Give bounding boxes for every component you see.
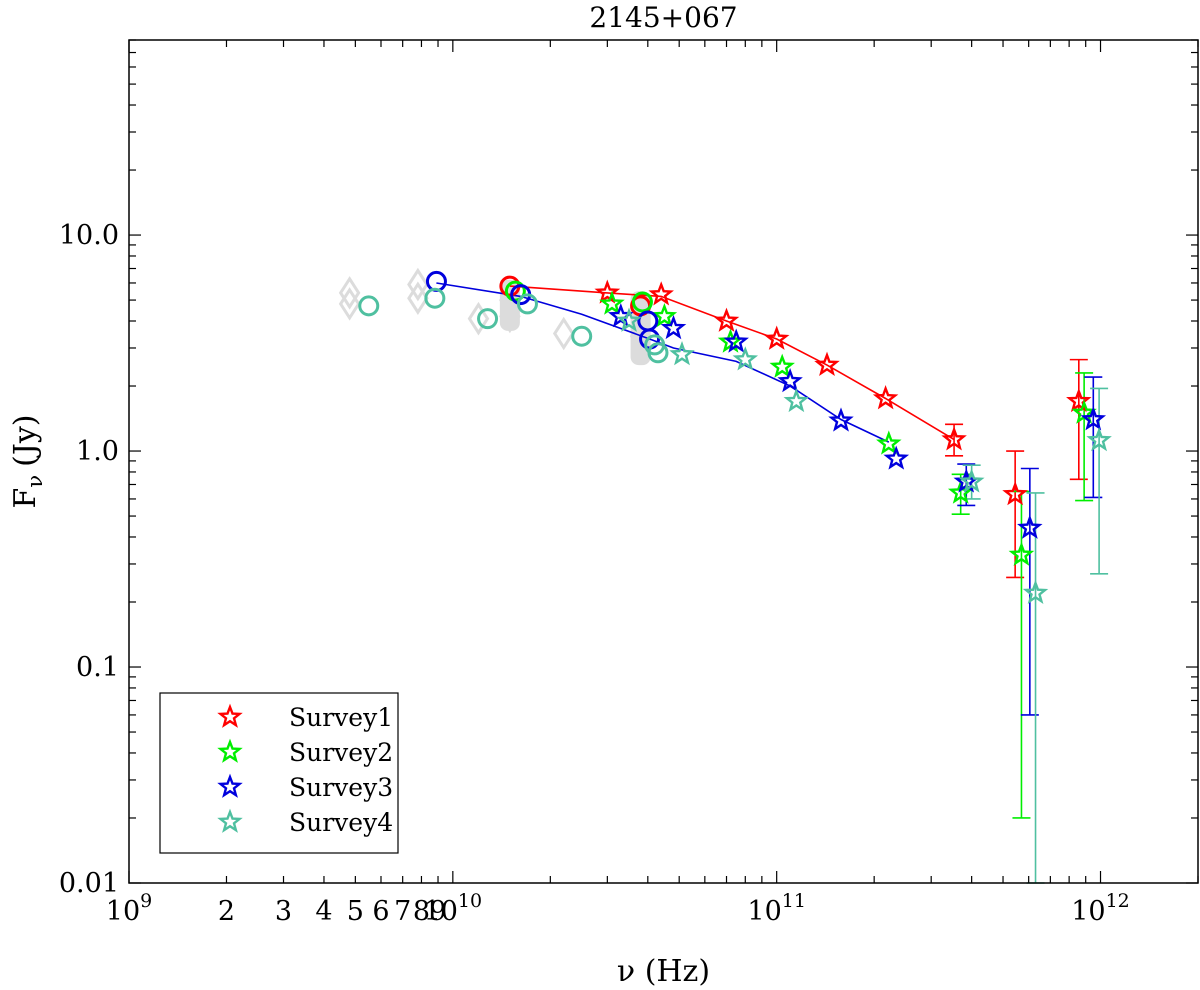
star-marker xyxy=(958,468,985,493)
background-diamond xyxy=(467,301,490,336)
legend-box xyxy=(159,692,399,854)
y-tick-label: 10.0 xyxy=(59,220,119,251)
circle-marker xyxy=(571,325,593,347)
circle-marker xyxy=(631,291,653,313)
x-minor-tick-label: 6 xyxy=(372,896,389,927)
star-marker xyxy=(876,430,902,455)
background-diamond xyxy=(499,299,521,334)
y-axis-label-main: F xyxy=(8,488,43,509)
background-diamond xyxy=(407,281,429,315)
y-tick-label: 1.0 xyxy=(76,436,119,467)
star-marker xyxy=(648,281,674,306)
legend-label: Survey3 xyxy=(289,773,393,802)
star-marker xyxy=(660,314,687,340)
legend: Survey1 Survey2 Survey3 Survey4 xyxy=(159,692,399,854)
star-marker xyxy=(669,341,695,366)
star-marker xyxy=(713,307,740,332)
star-marker xyxy=(1002,480,1028,506)
y-axis-label: Fν (Jy) xyxy=(8,415,47,509)
y-axis-label-sub: ν xyxy=(23,475,47,488)
data-markers xyxy=(358,270,1112,604)
legend-marker xyxy=(217,808,243,833)
x-tick-label: 109 xyxy=(106,890,152,927)
star-marker xyxy=(828,407,854,432)
circle-marker xyxy=(425,270,447,292)
background-diamond xyxy=(407,267,429,302)
circle-marker xyxy=(424,287,446,309)
legend-label: Survey1 xyxy=(289,703,393,732)
star-marker xyxy=(814,351,840,376)
series-lines xyxy=(436,282,955,443)
star-marker xyxy=(769,353,795,378)
x-tick-label: 1012 xyxy=(1071,890,1130,927)
star-marker xyxy=(777,367,803,393)
x-minor-tick-label: 9 xyxy=(429,896,446,927)
legend-marker xyxy=(217,738,243,763)
x-minor-tick-label: 5 xyxy=(347,896,364,927)
star-marker xyxy=(1022,579,1049,604)
axis-ticks: 2 3 4 5 6 7 8 9 109 1010 1011 1012 0.01 0.1 1.0 10.0 xyxy=(59,39,1199,927)
y-axis-label-unit: (Jy) xyxy=(8,415,43,467)
star-marker xyxy=(941,426,967,451)
star-marker xyxy=(872,385,899,410)
star-marker xyxy=(783,387,810,413)
star-marker xyxy=(723,328,749,353)
legend-marker xyxy=(217,703,243,728)
error-bars xyxy=(945,358,1109,884)
star-marker xyxy=(651,302,678,328)
circle-marker xyxy=(647,342,669,364)
star-marker xyxy=(594,279,621,304)
background-diamond xyxy=(338,276,361,310)
circle-marker xyxy=(516,293,538,315)
star-marker xyxy=(883,445,910,470)
x-axis-label: ν (Hz) xyxy=(617,954,710,989)
star-marker xyxy=(1066,387,1092,413)
x-minor-tick-label: 8 xyxy=(413,896,430,927)
legend-label: Survey4 xyxy=(289,808,393,837)
star-marker xyxy=(599,290,625,315)
circle-marker xyxy=(358,295,380,317)
background-diamond xyxy=(552,316,575,351)
series-line-3 xyxy=(436,282,890,443)
x-tick-label: 1011 xyxy=(747,890,806,927)
y-tick-label: 0.01 xyxy=(59,868,119,899)
star-marker xyxy=(732,346,759,371)
x-minor-tick-label: 3 xyxy=(275,896,292,927)
star-marker xyxy=(616,307,642,332)
x-minor-tick-label: 4 xyxy=(315,896,332,927)
x-tick-label: 1010 xyxy=(424,890,483,927)
star-marker xyxy=(1017,514,1043,539)
x-minor-tick-label: 7 xyxy=(394,896,411,927)
star-marker xyxy=(1086,427,1112,452)
background-diamond xyxy=(338,287,361,321)
series-line-1 xyxy=(509,285,955,441)
star-marker xyxy=(1008,541,1035,566)
chart-title: 2145+067 xyxy=(589,1,737,34)
y-tick-label: 0.1 xyxy=(76,652,119,683)
star-marker xyxy=(763,325,790,350)
x-minor-tick-label: 2 xyxy=(218,896,235,927)
legend-marker xyxy=(217,773,243,798)
star-marker xyxy=(1080,406,1107,431)
legend-label: Survey2 xyxy=(289,738,393,767)
circle-marker xyxy=(477,308,499,330)
